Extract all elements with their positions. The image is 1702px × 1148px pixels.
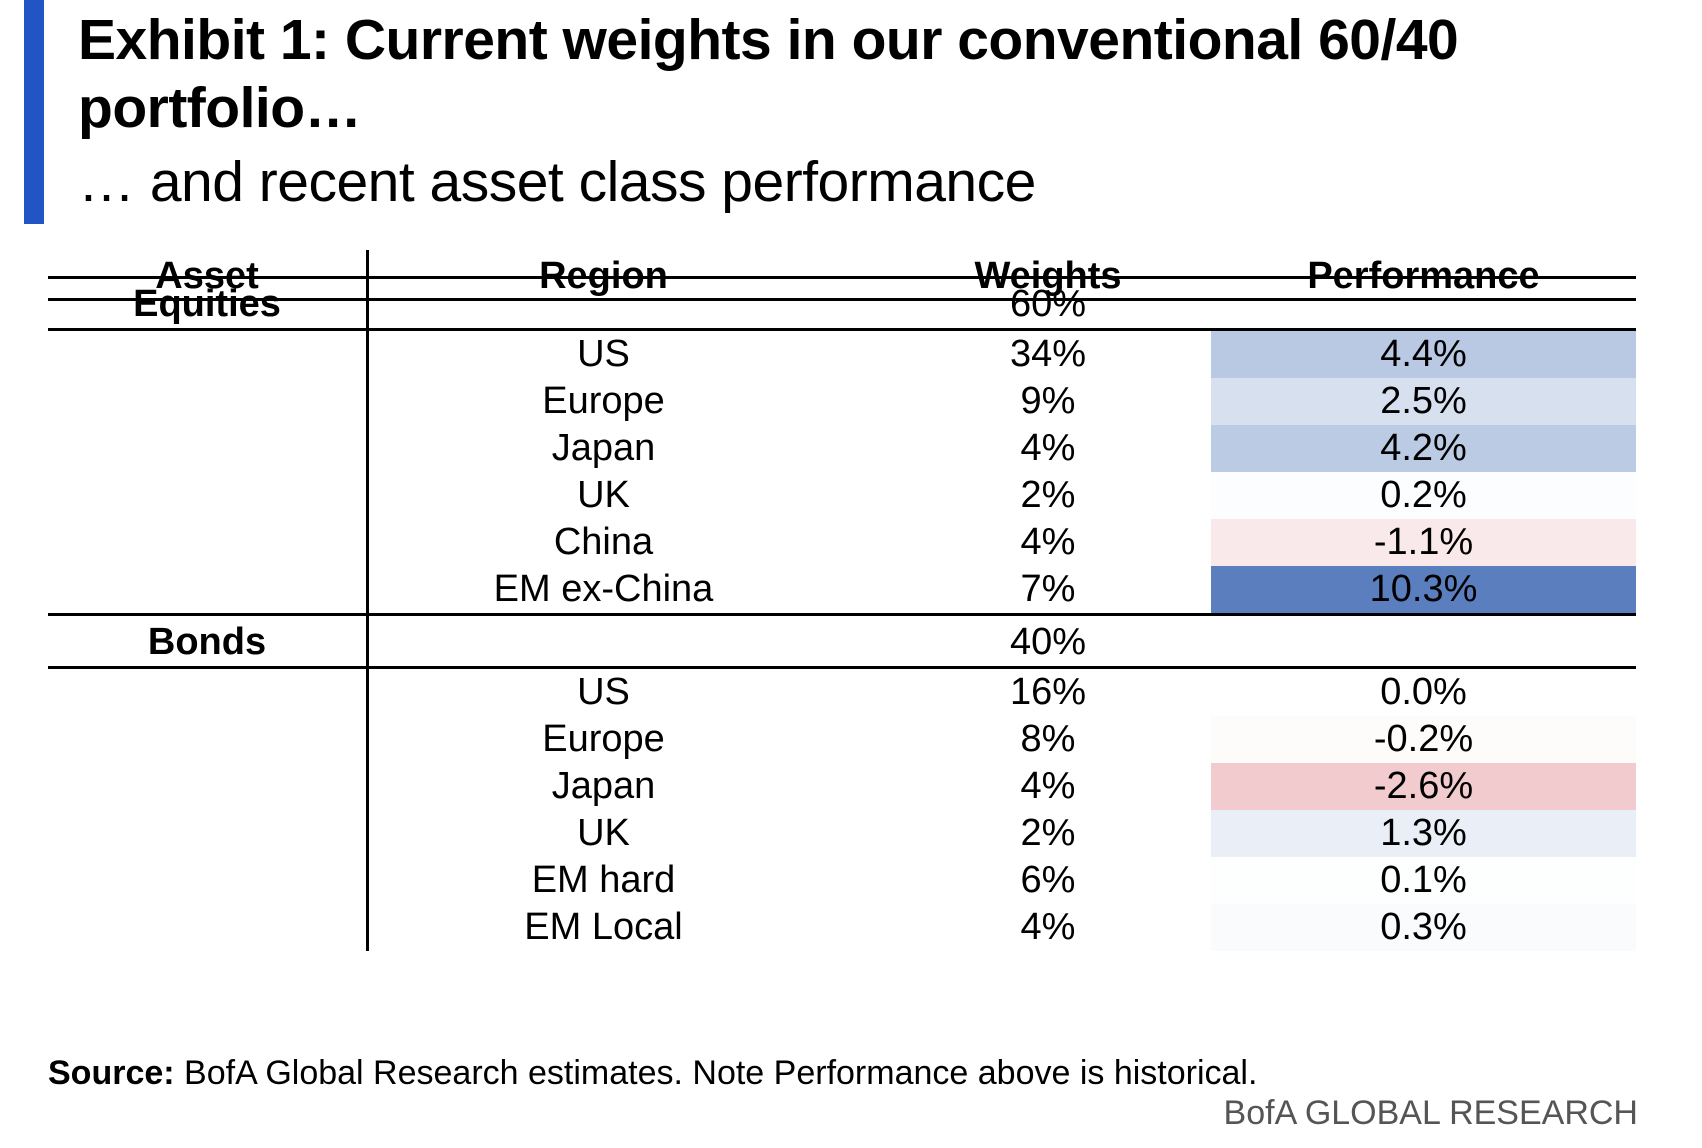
region-cell: EM Local <box>524 906 683 948</box>
table-row: UK 2% 1.3% <box>48 810 1636 857</box>
region-cell: Japan <box>551 427 656 469</box>
group-asset-label: Equities <box>133 283 281 325</box>
performance-cell: 4.4% <box>1211 331 1636 378</box>
weight-cell: 4% <box>1020 906 1076 948</box>
region-cell: US <box>577 333 630 375</box>
title-accent-bar <box>24 0 44 224</box>
group-rule-equities <box>48 328 1636 331</box>
exhibit-title: Exhibit 1: Current weights in our conven… <box>78 8 1459 140</box>
performance-cell: 4.2% <box>1211 425 1636 472</box>
weight-cell: 4% <box>1020 521 1076 563</box>
weight-cell: 8% <box>1020 718 1076 760</box>
performance-cell: 2.5% <box>1211 378 1636 425</box>
table-row: EM Local 4% 0.3% <box>48 904 1636 951</box>
region-cell: UK <box>577 812 630 854</box>
group-row-bonds: Bonds 40% <box>48 616 1636 668</box>
region-cell: Europe <box>542 718 665 760</box>
weight-cell: 4% <box>1020 427 1076 469</box>
group-weight: 60% <box>1009 283 1087 325</box>
brand-footer: BofA GLOBAL RESEARCH <box>1223 1094 1638 1132</box>
weight-cell: 2% <box>1020 474 1076 516</box>
performance-cell: -2.6% <box>1211 763 1636 810</box>
group-row-equities: Equities 60% <box>48 278 1636 330</box>
table-row: Japan 4% 4.2% <box>48 425 1636 472</box>
performance-cell: -1.1% <box>1211 519 1636 566</box>
group-asset-label: Bonds <box>147 621 267 663</box>
region-cell: EM hard <box>531 859 676 901</box>
weight-cell: 6% <box>1020 859 1076 901</box>
group-weight: 40% <box>1009 621 1087 663</box>
table-row: Europe 8% -0.2% <box>48 716 1636 763</box>
weight-cell: 9% <box>1020 380 1076 422</box>
source-note: Source: BofA Global Research estimates. … <box>48 1054 1257 1093</box>
performance-cell: 0.2% <box>1211 472 1636 519</box>
weight-cell: 16% <box>1009 671 1087 713</box>
table-row: UK 2% 0.2% <box>48 472 1636 519</box>
exhibit-subtitle: … and recent asset class performance <box>78 150 1036 214</box>
source-text: BofA Global Research estimates. Note Per… <box>174 1054 1258 1092</box>
region-cell: China <box>553 521 654 563</box>
region-cell: EM ex-China <box>493 568 714 610</box>
weight-cell: 7% <box>1020 568 1076 610</box>
performance-cell: -0.2% <box>1211 716 1636 763</box>
source-label: Source: <box>48 1054 175 1092</box>
performance-cell: 10.3% <box>1211 566 1636 613</box>
table-row: Japan 4% -2.6% <box>48 763 1636 810</box>
header-rule-line <box>48 276 1636 279</box>
performance-cell: 0.1% <box>1211 857 1636 904</box>
header-rule <box>48 298 1636 301</box>
region-cell: Europe <box>542 380 665 422</box>
performance-cell: 0.0% <box>1211 669 1636 716</box>
table-row: Europe 9% 2.5% <box>48 378 1636 425</box>
table-row: China 4% -1.1% <box>48 519 1636 566</box>
table-row: EM hard 6% 0.1% <box>48 857 1636 904</box>
weight-cell: 34% <box>1009 333 1087 375</box>
weight-cell: 4% <box>1020 765 1076 807</box>
table-row: US 34% 4.4% <box>48 331 1636 378</box>
performance-cell: 0.3% <box>1211 904 1636 951</box>
region-cell: US <box>577 671 630 713</box>
region-cell: UK <box>577 474 630 516</box>
weight-cell: 2% <box>1020 812 1076 854</box>
table-row: US 16% 0.0% <box>48 669 1636 716</box>
performance-cell: 1.3% <box>1211 810 1636 857</box>
group-end-rule <box>48 613 1636 616</box>
asset-column-divider <box>366 250 369 951</box>
group-rule-bonds <box>48 666 1636 669</box>
region-cell: Japan <box>551 765 656 807</box>
table-row: EM ex-China 7% 10.3% <box>48 566 1636 613</box>
